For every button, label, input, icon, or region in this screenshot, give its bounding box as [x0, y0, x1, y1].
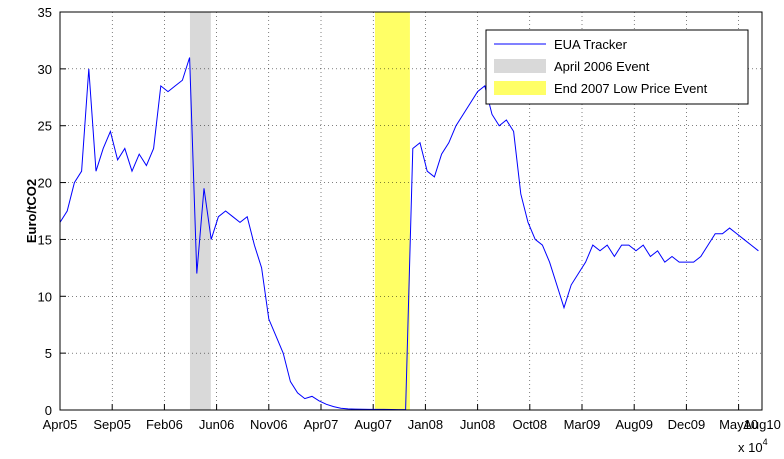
- x-tick-label: Apr07: [304, 417, 339, 432]
- x-tick-label: Oct08: [512, 417, 547, 432]
- y-tick-label: 10: [38, 289, 52, 304]
- x-tick-label: Jun08: [460, 417, 495, 432]
- legend-label: End 2007 Low Price Event: [554, 81, 708, 96]
- x-tick-label: Aug10: [743, 417, 781, 432]
- x-scale-exponent: 4: [763, 437, 768, 447]
- legend-label: EUA Tracker: [554, 37, 628, 52]
- y-tick-label: 25: [38, 119, 52, 134]
- axes-box: [59, 11, 763, 411]
- y-tick-label: 0: [45, 403, 52, 418]
- y-tick-label: 35: [38, 5, 52, 20]
- data-line: [59, 57, 759, 411]
- x-scale-label: x 104: [738, 437, 768, 455]
- y-axis-label: Euro/tCO2: [24, 179, 39, 243]
- x-tick-label: Feb06: [146, 417, 183, 432]
- legend-label: April 2006 Event: [554, 59, 650, 74]
- x-tick-label: Aug09: [615, 417, 653, 432]
- x-tick-label: Dec09: [668, 417, 706, 432]
- y-tick-label: 20: [38, 176, 52, 191]
- y-tick-label: 30: [38, 62, 52, 77]
- x-tick-label: Jun06: [199, 417, 234, 432]
- event-span: [189, 12, 211, 410]
- x-tick-label: Apr05: [43, 417, 78, 432]
- legend-swatch: [494, 59, 546, 73]
- x-tick-label: Aug07: [354, 417, 392, 432]
- y-tick-label: 5: [45, 346, 52, 361]
- x-tick-label: Nov06: [250, 417, 288, 432]
- x-tick-label: Mar09: [564, 417, 601, 432]
- y-tick-label: 15: [38, 232, 52, 247]
- x-tick-label: May10: [719, 417, 758, 432]
- legend: EUA Tracker April 2006 Event End 2007 Low …: [485, 29, 749, 105]
- x-tick-label: Sep05: [93, 417, 131, 432]
- x-scale-base: x 10: [738, 440, 763, 455]
- event-span: [375, 12, 410, 410]
- x-tick-label: Jan08: [408, 417, 443, 432]
- legend-swatch: [494, 81, 546, 95]
